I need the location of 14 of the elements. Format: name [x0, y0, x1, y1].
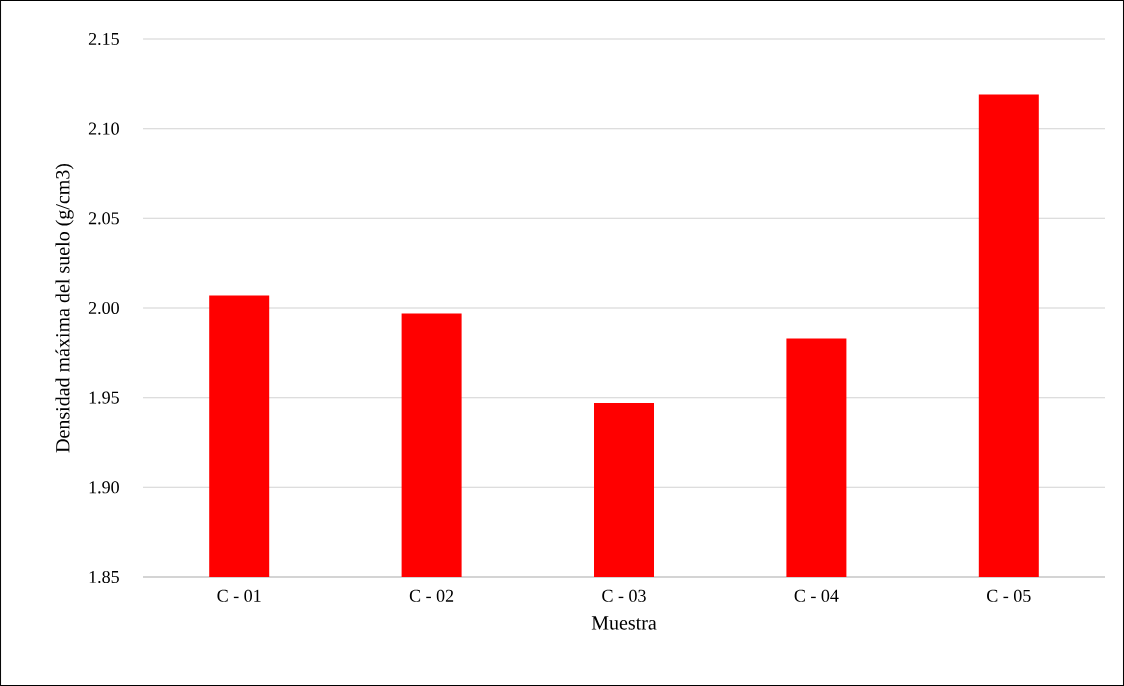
- y-tick-label: 2.05: [88, 212, 119, 225]
- x-tick-label: C - 05: [987, 589, 1031, 602]
- x-axis-title: Muestra: [591, 616, 657, 630]
- y-tick-label: 2.10: [88, 122, 119, 135]
- y-axis-title: Densidad máxima del suelo (g/cm3): [55, 163, 74, 453]
- x-tick-label: C - 02: [409, 589, 454, 602]
- y-tick-label: 1.95: [89, 391, 119, 404]
- y-tick-label: 1.85: [89, 570, 119, 584]
- x-tick-label: C - 04: [794, 589, 839, 602]
- y-tick-label: 2.00: [88, 301, 119, 315]
- x-tick-label: C - 01: [217, 589, 261, 602]
- y-tick-label: 1.90: [89, 481, 119, 494]
- x-tick-label: C - 03: [602, 589, 646, 602]
- y-tick-label: 2.15: [88, 32, 119, 46]
